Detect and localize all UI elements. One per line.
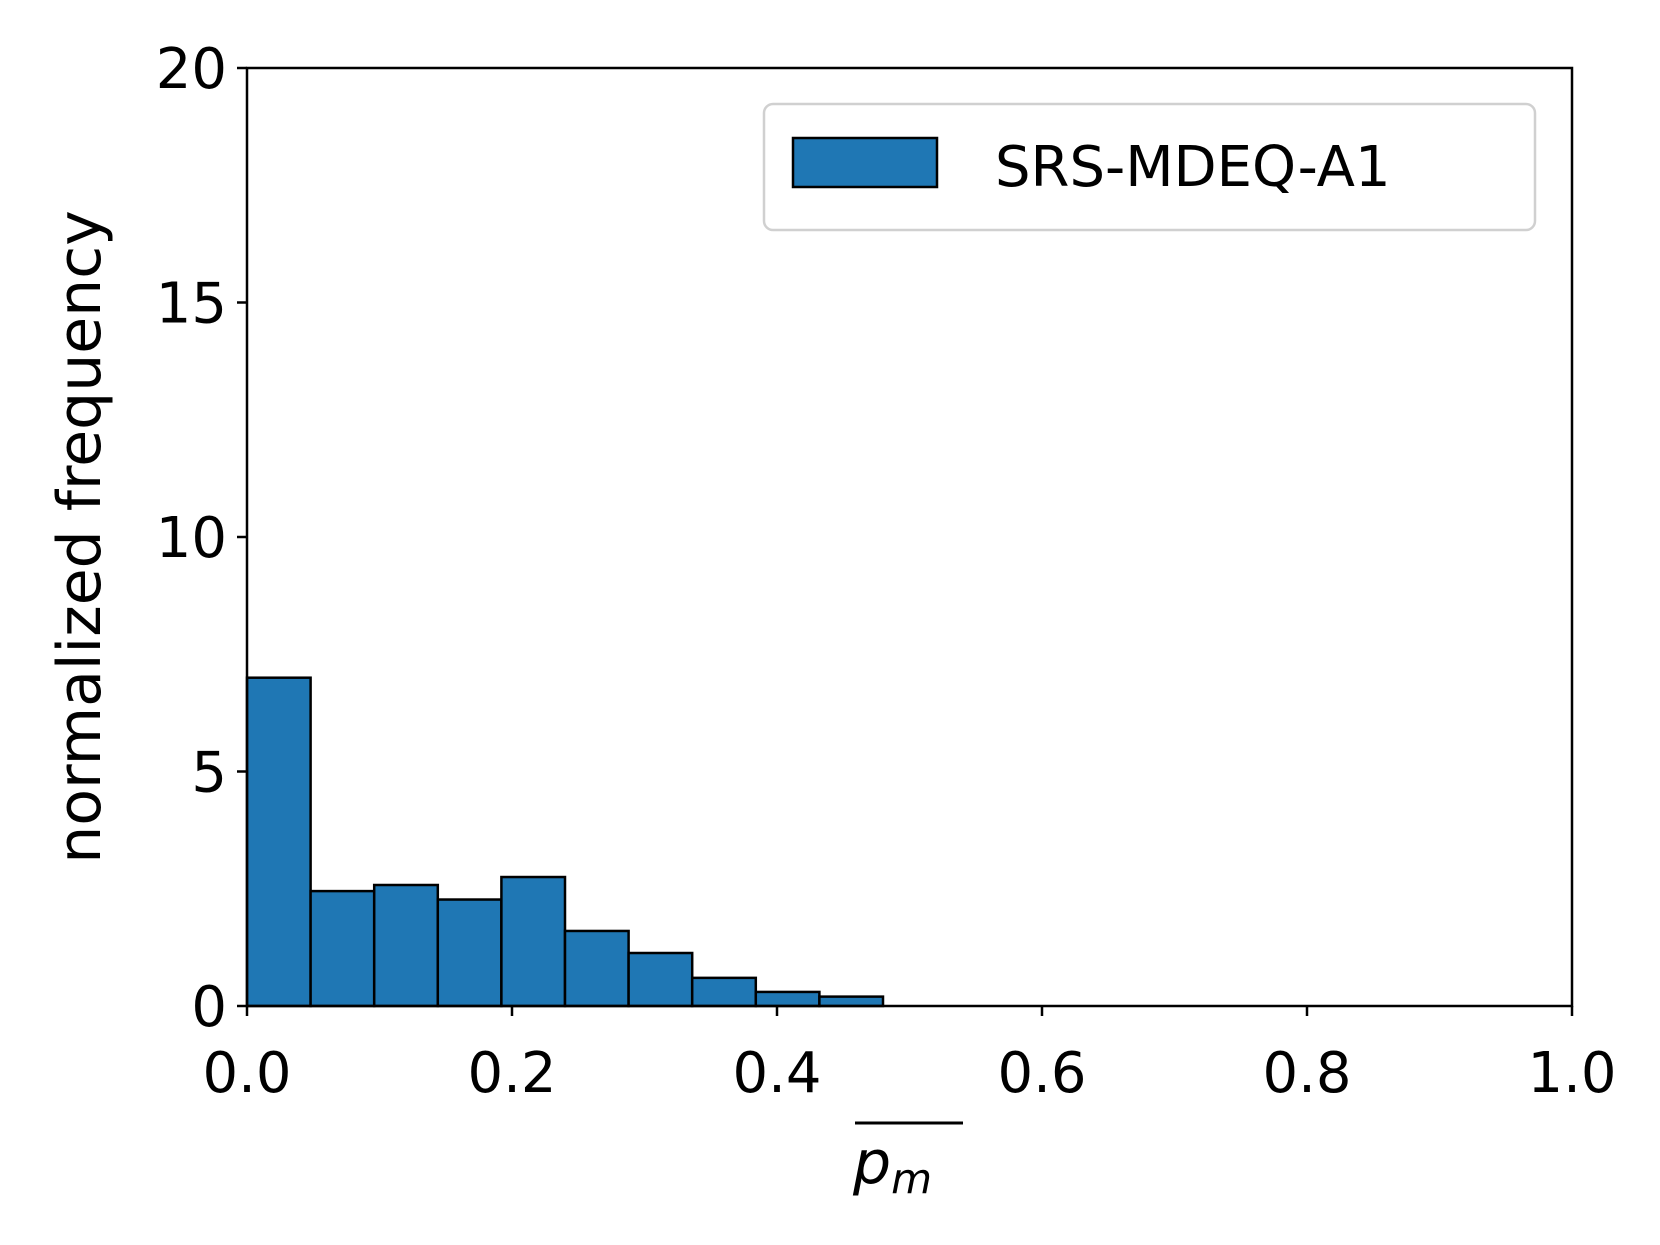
histogram-bar bbox=[818, 995, 885, 1008]
y-tick-label: 20 bbox=[156, 37, 227, 102]
legend: SRS-MDEQ-A1 bbox=[762, 102, 1537, 232]
svg-text:pm: pm bbox=[852, 1128, 932, 1203]
histogram-bar bbox=[309, 889, 376, 1008]
legend-frame bbox=[762, 102, 1537, 232]
y-tick-label: 0 bbox=[191, 975, 227, 1040]
histogram-bars bbox=[245, 676, 885, 1008]
y-tick-label: 15 bbox=[156, 272, 227, 337]
x-tick-label: 1.0 bbox=[1527, 1041, 1616, 1106]
histogram-bar bbox=[372, 883, 440, 1008]
legend-swatch bbox=[791, 136, 939, 189]
histogram-bar bbox=[500, 875, 567, 1008]
x-tick-label: 0.4 bbox=[732, 1041, 821, 1106]
legend-label: SRS-MDEQ-A1 bbox=[995, 135, 1391, 200]
histogram-bar bbox=[690, 976, 758, 1008]
x-axis-ticks: 0.0 0.2 0.4 0.6 0.8 1.0 bbox=[202, 1006, 1617, 1106]
y-tick-label: 5 bbox=[191, 741, 227, 806]
y-axis-ticks: 0 5 10 15 20 bbox=[156, 37, 247, 1040]
x-tick-label: 0.6 bbox=[997, 1041, 1086, 1106]
histogram-bar bbox=[563, 929, 630, 1008]
histogram-bar bbox=[245, 676, 312, 1008]
x-axis-label-base: p bbox=[852, 1128, 891, 1198]
x-tick-label: 0.8 bbox=[1262, 1041, 1351, 1106]
histogram-bar bbox=[436, 898, 503, 1008]
y-tick-label: 10 bbox=[156, 506, 227, 571]
histogram-bar bbox=[627, 951, 694, 1008]
y-axis-label: normalized frequency bbox=[45, 210, 115, 863]
x-tick-label: 0.0 bbox=[202, 1041, 291, 1106]
histogram-bar bbox=[754, 990, 821, 1008]
x-axis-label-subscript: m bbox=[891, 1154, 932, 1203]
x-tick-label: 0.2 bbox=[467, 1041, 556, 1106]
x-axis-label: pm bbox=[852, 1121, 963, 1203]
